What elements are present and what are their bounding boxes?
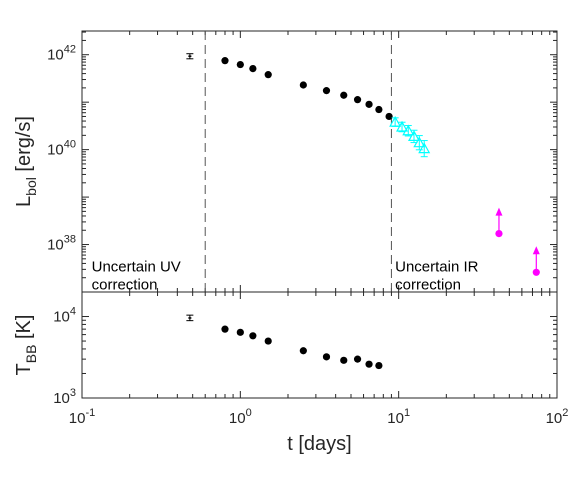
y-axis-label: TBB [K] [13,315,39,376]
x-tick-exponent: 2 [562,407,568,419]
data-point [365,100,373,108]
data-point [249,64,257,73]
data-point [221,325,229,333]
data-point [299,81,307,89]
x-tick-base: 10 [546,410,563,427]
data-point [340,356,348,364]
x-tick-base: 10 [69,410,86,427]
y-axis-label-unit: [K] [13,315,35,345]
y-tick-label: 1038 [47,234,76,254]
y-axis-label-subscript: bol [23,177,39,196]
y-tick-base: 10 [47,237,64,254]
x-tick-exponent: 0 [246,407,252,419]
data-point [299,347,307,355]
y-tick-exponent: 38 [64,234,76,246]
y-tick-label: 1042 [47,44,76,64]
y-axis-label-subscript: BB [23,345,39,364]
data-point [365,360,373,368]
data-point [322,87,331,95]
y-tick-base: 10 [53,309,70,326]
data-point [340,91,348,99]
data-point [236,60,244,69]
annotation-text: correction [92,277,158,294]
y-tick-base: 10 [47,142,64,159]
data-point [375,361,383,370]
x-tick-base: 10 [229,410,246,427]
data-point [353,96,362,104]
x-tick-exponent: -1 [85,407,95,419]
y-tick-base: 10 [47,47,64,64]
lower-limit-arrowhead [532,246,540,255]
x-tick-base: 10 [387,410,404,427]
data-point [389,115,402,127]
y-axis-label-main: T [13,363,35,375]
annotation-text: Uncertain IR [395,259,479,276]
data-point [396,120,409,132]
y-tick-exponent: 3 [70,387,76,399]
data-point [264,337,272,345]
y-tick-label: 104 [53,306,76,326]
y-axis-label-main: L [13,196,35,207]
y-tick-label: 1040 [47,139,76,159]
x-tick-label: 102 [546,407,569,427]
data-point [375,105,383,114]
x-tick-label: 100 [229,407,252,427]
data-point [221,57,229,65]
lower-limit-arrowhead [495,207,503,216]
plot-frame [81,30,558,293]
x-tick-label: 101 [387,407,410,427]
plot-frame [81,291,558,399]
annotation-text: correction [395,277,461,294]
data-point [264,71,272,79]
y-axis-label: Lbol [erg/s] [13,116,39,207]
data-point [353,355,362,363]
y-tick-base: 10 [53,390,70,407]
data-point [418,142,431,154]
data-point [322,353,331,361]
data-point [236,328,244,336]
y-tick-exponent: 42 [64,44,76,56]
x-tick-exponent: 1 [404,407,410,419]
data-point [413,136,426,148]
annotation-text: Uncertain UV [92,259,181,276]
data-point [385,112,393,121]
y-tick-exponent: 40 [64,139,76,151]
y-tick-label: 103 [53,387,76,407]
data-point [249,332,257,340]
y-axis-label-unit: [erg/s] [13,116,35,177]
y-tick-exponent: 4 [70,306,76,318]
x-axis-label: t [days] [287,433,351,455]
x-tick-label: 10-1 [69,407,95,427]
